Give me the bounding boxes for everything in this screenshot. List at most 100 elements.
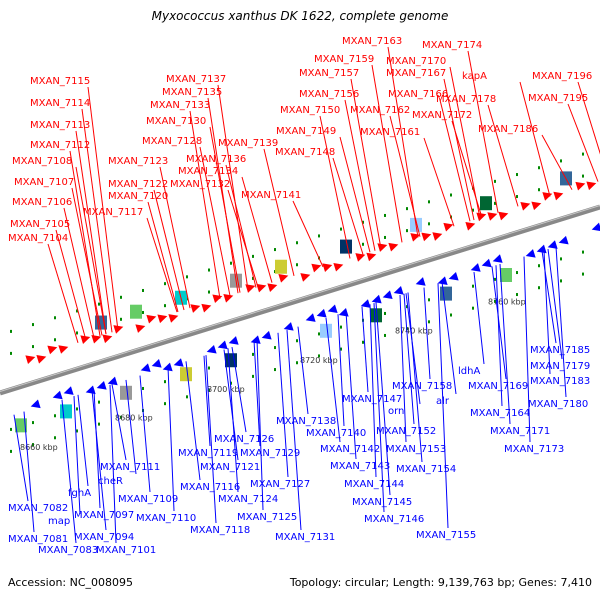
reverse-gene-label: MXAN_7081 xyxy=(8,534,68,545)
reverse-gene-arrow xyxy=(371,294,382,304)
tick-dot xyxy=(472,208,474,212)
reverse-gene-label: MXAN_7101 xyxy=(96,545,156,556)
forward-gene-arrow xyxy=(80,335,91,344)
tick-dot xyxy=(32,323,34,327)
tick-dot xyxy=(406,229,408,233)
reverse-gene-arrow xyxy=(85,385,96,395)
tick-dot xyxy=(164,380,166,384)
tick-dot xyxy=(142,310,144,314)
reverse-gene-label: MXAN_7145 xyxy=(352,497,412,508)
reverse-leader-line xyxy=(555,246,567,398)
forward-gene-arrow xyxy=(542,192,553,201)
reverse-gene-arrow xyxy=(250,335,261,344)
reverse-gene-arrow xyxy=(305,313,316,322)
tick-dot xyxy=(450,193,452,197)
forward-gene-label: MXAN_7107 xyxy=(14,177,74,188)
forward-gene-label: MXAN_7106 xyxy=(12,197,72,208)
forward-leader-line xyxy=(292,200,324,268)
forward-leader-line xyxy=(451,120,483,218)
forward-gene-label: MXAN_7137 xyxy=(166,74,226,85)
reverse-gene-arrow xyxy=(173,358,184,367)
reverse-leader-line xyxy=(61,399,77,544)
forward-leader-line xyxy=(371,64,403,243)
tick-dot xyxy=(164,282,166,286)
kbp-scale-label: 8760 kbp xyxy=(488,298,526,307)
tick-dot xyxy=(10,351,12,355)
genome-summary: Topology: circular; Length: 9,139,763 bp… xyxy=(289,576,592,589)
reverse-leader-line xyxy=(337,314,345,427)
backbone-highlight xyxy=(0,205,600,392)
forward-gene-label: MXAN_7195 xyxy=(528,93,588,104)
reverse-gene-label: MXAN_7185 xyxy=(530,345,590,356)
reverse-gene-label: MXAN_7164 xyxy=(470,408,530,419)
tick-dot xyxy=(450,313,452,317)
feature-block xyxy=(60,404,72,419)
reverse-leader-line xyxy=(297,326,309,415)
reverse-gene-label: MXAN_7119 xyxy=(178,448,238,459)
reverse-gene-arrow xyxy=(96,381,107,390)
reverse-gene-arrow xyxy=(481,258,492,268)
tick-dot xyxy=(54,316,56,320)
tick-dot xyxy=(428,320,430,324)
reverse-leader-line xyxy=(91,390,107,531)
tick-dot xyxy=(384,333,386,337)
reverse-leader-line xyxy=(441,281,457,395)
tick-dot xyxy=(54,414,56,418)
forward-gene-label: MXAN_7133 xyxy=(150,100,210,111)
reverse-gene-arrow xyxy=(470,263,481,272)
forward-gene-label: MXAN_7130 xyxy=(146,116,206,127)
forward-gene-label: MXAN_7148 xyxy=(275,147,335,158)
tick-dot xyxy=(274,346,276,350)
forward-leader-line xyxy=(159,166,191,309)
forward-leader-line xyxy=(263,148,295,276)
reverse-gene-arrow xyxy=(63,386,74,395)
forward-gene-label: MXAN_7167 xyxy=(386,68,446,79)
forward-gene-label: MXAN_7196 xyxy=(532,71,592,82)
tick-dot xyxy=(54,338,56,342)
tick-dot xyxy=(472,284,474,288)
forward-leader-line xyxy=(319,115,351,259)
forward-gene-arrow xyxy=(311,263,322,273)
reverse-gene-arrow xyxy=(558,235,569,245)
tick-dot xyxy=(362,242,364,246)
reverse-leader-line xyxy=(223,349,239,461)
forward-gene-arrow xyxy=(553,191,564,201)
tick-dot xyxy=(208,366,210,370)
feature-block xyxy=(480,196,492,211)
reverse-gene-label: MXAN_7154 xyxy=(396,464,456,475)
forward-gene-arrow xyxy=(465,222,476,231)
tick-dot xyxy=(252,352,254,356)
reverse-leader-line xyxy=(231,346,247,433)
forward-leader-line xyxy=(189,110,221,299)
tick-dot xyxy=(494,179,496,183)
tick-dot xyxy=(10,449,12,453)
tick-dot xyxy=(32,443,34,447)
forward-leader-line xyxy=(63,207,95,338)
tick-dot xyxy=(230,261,232,265)
reverse-leader-line xyxy=(77,394,89,487)
forward-gene-label: MXAN_7115 xyxy=(30,76,90,87)
reverse-leader-line xyxy=(369,304,377,478)
forward-leader-line xyxy=(332,157,364,255)
forward-leader-line xyxy=(55,229,87,341)
forward-gene-label: MXAN_7113 xyxy=(30,120,90,131)
forward-leader-line xyxy=(541,134,573,190)
reverse-gene-label: MXAN_7153 xyxy=(386,444,446,455)
reverse-gene-label: MXAN_7109 xyxy=(118,494,178,505)
reverse-gene-label: MXAN_7121 xyxy=(200,462,260,473)
tick-dot xyxy=(560,279,562,283)
forward-gene-arrow xyxy=(575,181,586,191)
forward-gene-arrow xyxy=(190,304,201,313)
tick-dot xyxy=(582,174,584,178)
reverse-leader-line xyxy=(345,311,357,460)
reverse-gene-arrow xyxy=(217,340,228,350)
tick-dot xyxy=(340,325,342,329)
forward-gene-label: MXAN_7172 xyxy=(412,110,472,121)
reverse-gene-label: MXAN_7127 xyxy=(250,479,310,490)
tick-dot xyxy=(582,272,584,276)
forward-gene-arrow xyxy=(476,212,487,222)
forward-leader-line xyxy=(227,189,259,288)
forward-gene-label: MXAN_7114 xyxy=(30,98,90,109)
reverse-leader-line xyxy=(547,249,563,360)
kbp-scale-label: 8680 kbp xyxy=(115,413,153,422)
